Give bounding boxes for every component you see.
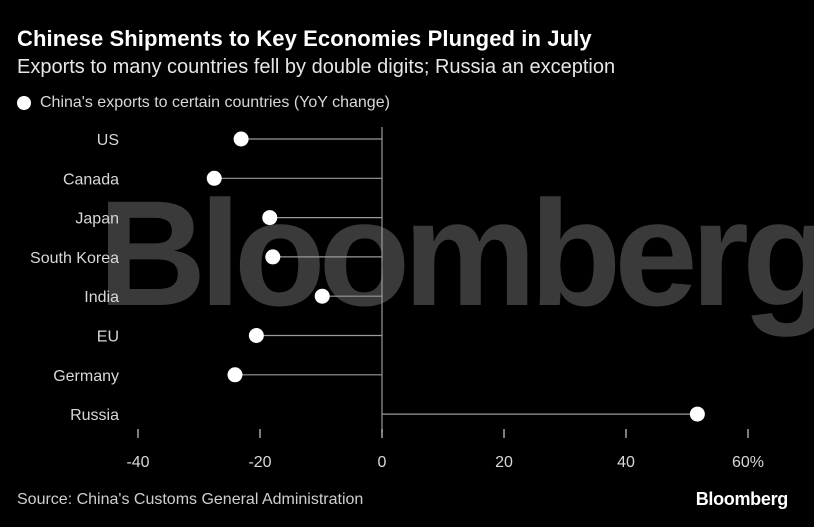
legend-label: China's exports to certain countries (Yo…: [40, 94, 390, 111]
category-label: Canada: [63, 171, 119, 188]
dot-2: [262, 210, 278, 226]
dot-1: [206, 170, 222, 186]
x-tick-label: 0: [378, 454, 387, 471]
dot-3: [265, 249, 281, 265]
chart-subtitle: Exports to many countries fell by double…: [17, 56, 616, 78]
x-tick-label: 60%: [732, 454, 764, 471]
dot-5: [248, 328, 264, 343]
category-label: Russia: [70, 407, 119, 424]
bloomberg-logo: Bloomberg: [695, 489, 789, 509]
x-tick-label: 20: [495, 454, 513, 471]
source-note: Source: China's Customs General Administ…: [17, 491, 364, 508]
dot-6: [227, 367, 243, 383]
legend: China's exports to certain countries (Yo…: [17, 94, 390, 112]
category-label: India: [84, 289, 119, 306]
x-tick-label: -20: [248, 454, 271, 471]
dot-0: [233, 131, 249, 147]
x-tick-label: -40: [126, 454, 149, 471]
x-tick-label: 40: [617, 454, 635, 471]
chart-title: Chinese Shipments to Key Economies Plung…: [17, 26, 592, 51]
dot-4: [314, 288, 330, 304]
category-label: South Korea: [30, 250, 119, 267]
category-label: US: [97, 132, 119, 149]
dot-7: [689, 406, 705, 422]
category-label: Germany: [53, 368, 119, 385]
category-label: EU: [97, 329, 119, 346]
category-label: Japan: [75, 211, 119, 228]
legend-dot-icon: [17, 96, 31, 110]
